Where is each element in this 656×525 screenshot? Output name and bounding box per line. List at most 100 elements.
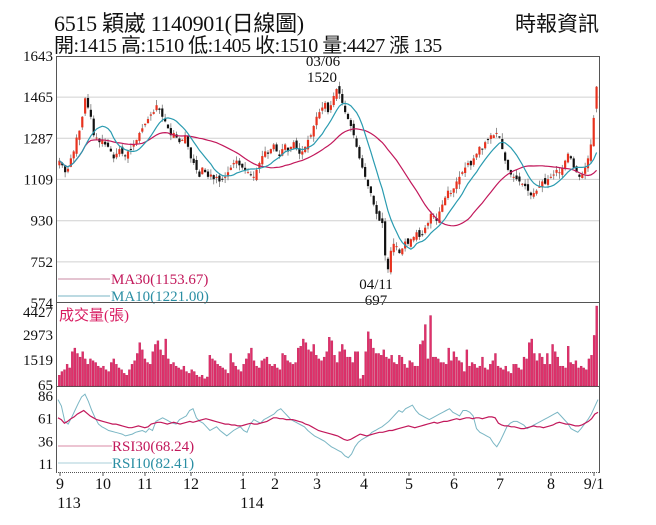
- volume-bar: [452, 351, 456, 387]
- candle: [335, 89, 338, 99]
- volume-bar: [164, 338, 167, 387]
- candle: [129, 148, 132, 150]
- volume-bar: [130, 364, 134, 387]
- candle: [101, 139, 104, 144]
- volume-bar: [167, 358, 170, 387]
- candle: [389, 250, 392, 273]
- volume-y-axis: 4427 2973 1519 65: [23, 305, 54, 394]
- candle: [286, 147, 290, 152]
- candle: [486, 139, 490, 141]
- volume-bar: [99, 367, 102, 387]
- volume-bar: [309, 351, 313, 387]
- volume-bar: [457, 360, 461, 387]
- candle: [415, 232, 418, 240]
- candle: [581, 174, 584, 179]
- volume-bar: [211, 358, 214, 387]
- volume-bar: [110, 362, 113, 387]
- candle: [106, 142, 110, 147]
- candle: [464, 167, 467, 174]
- volume-bar: [278, 369, 282, 387]
- volume-bar: [429, 315, 432, 387]
- candle: [249, 174, 252, 176]
- candle: [475, 153, 478, 158]
- volume-bar: [286, 360, 289, 387]
- high-value-annotation: 1520: [307, 70, 337, 86]
- volume-bar: [136, 353, 139, 387]
- candle: [575, 166, 578, 173]
- candle: [261, 156, 264, 165]
- volume-bar: [154, 344, 157, 387]
- candle: [146, 119, 150, 124]
- candle: [255, 169, 258, 181]
- candle: [218, 175, 221, 182]
- candle: [544, 178, 547, 184]
- candle: [184, 135, 187, 144]
- volume-bar: [572, 364, 575, 387]
- volume-bar: [294, 362, 297, 387]
- volume-bar: [296, 347, 300, 387]
- volume-bar: [219, 365, 222, 387]
- volume-bar: [595, 305, 598, 387]
- x-tick-label: 5: [405, 476, 413, 493]
- price-tick-label: 1643: [23, 49, 53, 65]
- volume-bar: [143, 358, 147, 387]
- volume-bar: [564, 367, 567, 387]
- volume-bar: [325, 351, 328, 387]
- volume-bar: [304, 342, 308, 387]
- candle: [264, 151, 267, 157]
- volume-bar: [338, 351, 341, 387]
- volume-bar: [343, 349, 347, 387]
- volume-bar: [265, 356, 269, 387]
- volume-bar: [141, 349, 144, 387]
- volume-bar: [377, 353, 380, 387]
- volume-panel: 4427 2973 1519 65 成交量(張): [23, 302, 600, 394]
- candle: [429, 213, 432, 224]
- candle: [381, 218, 384, 224]
- volume-bar: [94, 362, 97, 387]
- candle: [301, 151, 304, 155]
- volume-bar: [367, 331, 370, 387]
- price-y-axis: 1643 1465 1287 1109 930 752 574: [23, 49, 54, 312]
- candle: [458, 176, 461, 185]
- volume-bar: [569, 362, 572, 387]
- candle: [564, 160, 567, 169]
- candle: [332, 95, 335, 106]
- volume-bar: [403, 364, 406, 387]
- volume-bar: [393, 362, 396, 387]
- candle: [284, 144, 287, 150]
- volume-bar: [232, 362, 235, 387]
- candle: [561, 167, 564, 175]
- ma30-line: [59, 128, 598, 227]
- x-tick-label: 11: [137, 476, 152, 493]
- volume-bar: [216, 364, 219, 387]
- volume-bar: [276, 367, 279, 387]
- price-tick-label: 1287: [23, 131, 54, 147]
- volume-bar: [322, 356, 326, 387]
- x-tick-label: 1: [239, 476, 247, 493]
- volume-bar: [335, 362, 339, 387]
- volume-tick-label: 4427: [23, 305, 54, 321]
- candle: [409, 239, 412, 247]
- volume-bar: [125, 375, 128, 387]
- volume-bar: [112, 358, 115, 387]
- volume-bar: [213, 360, 217, 387]
- candle: [586, 158, 590, 169]
- volume-bar: [315, 355, 318, 387]
- volume-bar: [556, 356, 559, 387]
- volume-bar: [494, 353, 497, 387]
- volume-bar: [89, 358, 92, 387]
- volume-bar: [229, 353, 232, 387]
- candle: [395, 246, 398, 248]
- candle: [266, 152, 270, 154]
- candle: [161, 108, 164, 117]
- volume-bar: [78, 356, 82, 387]
- candle: [361, 158, 364, 168]
- candle: [441, 204, 444, 212]
- candle: [524, 183, 527, 187]
- candle: [186, 135, 190, 147]
- x-tick-label: 9/1: [584, 476, 604, 493]
- volume-bar: [63, 369, 66, 387]
- candle: [112, 154, 115, 159]
- volume-bar: [528, 342, 531, 387]
- price-tick-label: 1465: [23, 90, 53, 106]
